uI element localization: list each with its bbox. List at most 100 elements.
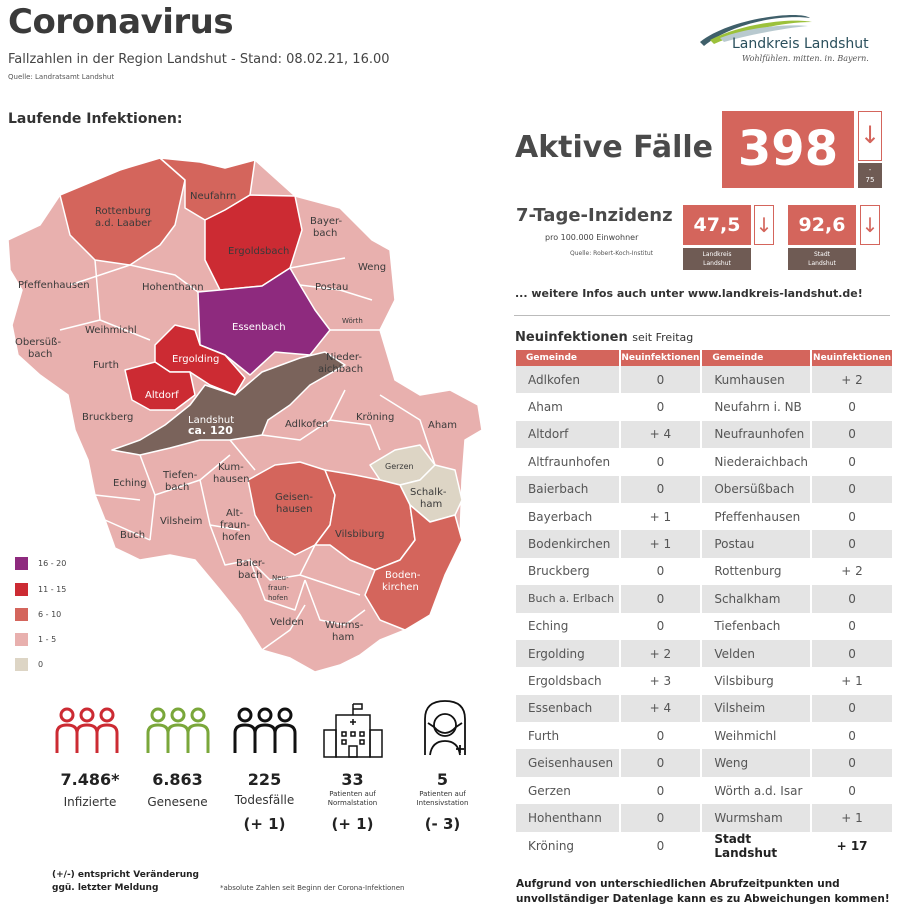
region-wurmsham: Wurms- xyxy=(325,620,364,631)
table-cell-count: + 4 xyxy=(620,694,701,723)
table-cell-count: 0 xyxy=(812,722,892,750)
region-kumhausen: Kum- xyxy=(218,462,244,473)
region-ergolding: Ergolding xyxy=(172,354,219,365)
incidence-stadt-name: Stadt Landshut xyxy=(788,248,856,270)
table-cell-gemeinde: Stadt Landshut xyxy=(702,831,811,860)
table-row: Gerzen 0 Wörth a.d. Isar 0 xyxy=(516,776,892,805)
region-kumhausen-2: hausen xyxy=(213,474,250,485)
table-cell-gemeinde: Tiefenbach xyxy=(702,612,811,640)
region-bayerbach: Bayer- xyxy=(310,216,343,227)
divider xyxy=(514,315,890,316)
table-row: Kröning 0 Stadt Landshut + 17 xyxy=(516,831,892,860)
table-cell-count: 0 xyxy=(620,393,701,421)
arrow-down-icon: ↓ xyxy=(754,205,774,245)
region-pfeffenhausen: Pfeffenhausen xyxy=(18,280,90,291)
icu-label: Patienten auf Intensivstation xyxy=(416,790,469,807)
legend-swatch-0 xyxy=(15,658,28,671)
table-cell-gemeinde: Wörth a.d. Isar xyxy=(702,776,811,805)
table-cell-count: 0 xyxy=(812,475,892,503)
table-row: Essenbach + 4 Vilsheim 0 xyxy=(516,694,892,723)
legend-label-6-10: 6 - 10 xyxy=(38,610,62,619)
table-cell-gemeinde: Ergoldsbach xyxy=(516,667,619,695)
page-title: Coronavirus xyxy=(8,2,234,42)
table-row: Geisenhausen 0 Weng 0 xyxy=(516,749,892,777)
source-note: Quelle: Landratsamt Landshut xyxy=(8,73,115,81)
region-postau: Postau xyxy=(315,282,348,293)
region-essenbach: Essenbach xyxy=(232,322,286,333)
region-neufahrn: Neufahrn xyxy=(190,191,236,202)
map-heading: Laufende Infektionen: xyxy=(8,111,183,127)
active-cases-delta: -75 xyxy=(858,163,882,188)
region-gerzen: Gerzen xyxy=(385,462,414,471)
col-gemeinde-left: Gemeinde xyxy=(516,350,619,366)
table-cell-gemeinde: Rottenburg xyxy=(702,557,811,586)
table-cell-count: + 1 xyxy=(620,502,701,531)
new-infections-heading: Neuinfektionen seit Freitag xyxy=(515,330,694,345)
region-landshut-value: ca. 120 xyxy=(188,424,233,437)
region-geisenhausen-2: hausen xyxy=(276,504,313,515)
region-bodenkirchen: Boden- xyxy=(385,570,421,581)
table-cell-gemeinde: Wurmsham xyxy=(702,804,811,832)
table-cell-gemeinde: Geisenhausen xyxy=(516,749,619,777)
deaths-label: Todesfälle xyxy=(234,793,295,807)
table-row: Aham 0 Neufahrn i. NB 0 xyxy=(516,393,892,421)
active-cases-value: 398 xyxy=(722,111,854,188)
region-ergoldsbach: Ergoldsbach xyxy=(228,246,289,257)
people-group-icon-red xyxy=(55,707,119,753)
logo-tagline: Wohlfühlen. mitten. in. Bayern. xyxy=(742,54,869,63)
legend-label-0: 0 xyxy=(38,660,44,669)
table-cell-count: + 2 xyxy=(620,639,701,668)
table-cell-count: + 1 xyxy=(812,667,892,695)
icu-value: 5 xyxy=(436,770,449,789)
region-rottenburg-2: a.d. Laaber xyxy=(95,218,152,229)
region-hohenthann: Hohenthann xyxy=(142,282,204,293)
region-schalkham: Schalk- xyxy=(410,487,447,498)
region-tiefenbach: Tiefen- xyxy=(162,470,198,481)
table-cell-gemeinde: Kumhausen xyxy=(702,366,811,394)
col-neu-right: Neuinfektionen xyxy=(812,350,892,366)
table-cell-gemeinde: Schalkham xyxy=(702,585,811,613)
table-cell-count: 0 xyxy=(812,585,892,613)
table-row: Bodenkirchen + 1 Postau 0 xyxy=(516,530,892,558)
legend-swatch-11-15 xyxy=(15,583,28,596)
table-cell-count: + 17 xyxy=(812,831,892,860)
table-cell-gemeinde: Buch a. Erlbach xyxy=(516,585,619,613)
table-cell-count: 0 xyxy=(620,749,701,777)
table-row: Bayerbach + 1 Pfeffenhausen 0 xyxy=(516,502,892,531)
table-cell-count: + 2 xyxy=(812,366,892,394)
table-cell-count: 0 xyxy=(812,776,892,805)
region-baierbach-2: bach xyxy=(238,570,262,581)
hospital-icon xyxy=(323,703,383,758)
table-row: Adlkofen 0 Kumhausen + 2 xyxy=(516,366,892,394)
infected-value: 7.486* xyxy=(60,770,120,789)
region-schalkham-2: ham xyxy=(420,499,442,510)
table-cell-count: + 1 xyxy=(812,804,892,832)
table-cell-count: 0 xyxy=(620,831,701,860)
incidence-stadt-value: 92,6 xyxy=(788,205,856,245)
incidence-sub: pro 100.000 Einwohner xyxy=(545,233,639,242)
table-cell-gemeinde: Niederaichbach xyxy=(702,448,811,476)
table-cell-gemeinde: Bodenkirchen xyxy=(516,530,619,558)
table-row: Ergoldsbach + 3 Vilsbiburg + 1 xyxy=(516,667,892,695)
region-aham: Aham xyxy=(428,420,457,431)
table-cell-gemeinde: Vilsbiburg xyxy=(702,667,811,695)
region-geisenhausen: Geisen- xyxy=(275,492,313,503)
table-cell-gemeinde: Bruckberg xyxy=(516,557,619,586)
table-cell-count: 0 xyxy=(812,448,892,476)
arrow-down-icon: ↓ xyxy=(860,205,880,245)
table-row: Altfraunhofen 0 Niederaichbach 0 xyxy=(516,448,892,476)
table-cell-gemeinde: Aham xyxy=(516,393,619,421)
active-cases-label: Aktive Fälle xyxy=(515,130,714,165)
table-cell-count: 0 xyxy=(812,420,892,449)
table-row: Buch a. Erlbach 0 Schalkham 0 xyxy=(516,585,892,613)
table-cell-gemeinde: Baierbach xyxy=(516,475,619,503)
region-adlkofen: Adlkofen xyxy=(285,419,328,430)
region-vilsheim: Vilsheim xyxy=(160,516,202,527)
more-info-link[interactable]: ... weitere Infos auch unter www.landkre… xyxy=(515,287,863,300)
region-rottenburg: Rottenburg xyxy=(95,206,151,217)
people-group-icon-green xyxy=(146,707,210,753)
table-row: Hohenthann 0 Wurmsham + 1 xyxy=(516,804,892,832)
region-niederaichbach-2: aichbach xyxy=(318,364,363,375)
table-row: Baierbach 0 Obersüßbach 0 xyxy=(516,475,892,503)
region-neufraunhofen: Neu- xyxy=(272,574,289,582)
